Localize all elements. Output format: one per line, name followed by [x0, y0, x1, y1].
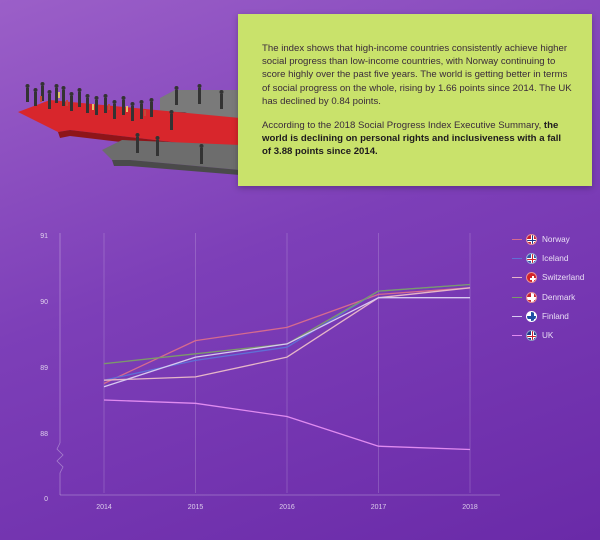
iceland-flag-icon: [526, 253, 537, 265]
hero-illustration: [0, 0, 600, 210]
callout-paragraph-2-highlight: the world is declining on personal right…: [262, 120, 562, 158]
legend-label-denmark: Denmark: [542, 292, 576, 302]
x-tick-label-2016: 2016: [279, 504, 295, 511]
legend-label-norway: Norway: [542, 235, 570, 245]
x-axis: 2014 2015 2016 2017 2018: [60, 494, 500, 511]
y-tick-label-0: 0: [44, 496, 48, 503]
y-tick-label-88: 88: [40, 431, 48, 438]
legend-item-uk: UK: [512, 326, 600, 345]
series-line-switzerland: [103, 287, 471, 381]
legend-label-switzerland: Switzerland: [542, 273, 585, 283]
legend-item-denmark: Denmark: [512, 288, 600, 307]
x-tick-label-2017: 2017: [371, 504, 387, 511]
series-line-uk: [103, 399, 471, 451]
callout-paragraph-2: According to the 2018 Social Progress In…: [262, 119, 572, 159]
red-arrow: [18, 100, 240, 150]
crowd-people: [25, 82, 224, 164]
uk-flag-icon: [526, 330, 537, 342]
chart-legend: Norway Iceland Switzerland Denmark Finland UK: [512, 230, 600, 345]
series-line-norway: [103, 287, 471, 385]
finland-flag-icon: [526, 310, 537, 322]
legend-swatch-finland: [512, 315, 522, 317]
chart-series: [103, 283, 471, 451]
y-tick-label-91: 91: [40, 233, 48, 240]
legend-label-finland: Finland: [542, 311, 569, 321]
arrows-crowd-illustration: [18, 82, 240, 175]
chart-grid: [103, 233, 471, 493]
x-tick-label-2018: 2018: [462, 504, 478, 511]
switzerland-flag-icon: [526, 272, 537, 284]
legend-swatch-norway: [512, 239, 522, 241]
denmark-flag-icon: [526, 291, 537, 303]
y-axis: 91 90 89 88 0: [40, 233, 64, 503]
x-tick-label-2014: 2014: [96, 504, 112, 511]
legend-label-iceland: Iceland: [542, 254, 569, 264]
legend-swatch-uk: [512, 335, 522, 337]
norway-flag-icon: [526, 234, 537, 246]
legend-item-iceland: Iceland: [512, 249, 600, 268]
y-tick-label-90: 90: [40, 299, 48, 306]
callout-paragraph-1: The index shows that high-income countri…: [262, 43, 572, 107]
legend-item-norway: Norway: [512, 230, 600, 249]
y-axis-break: [56, 442, 64, 495]
legend-swatch-iceland: [512, 258, 522, 260]
legend-swatch-denmark: [512, 296, 522, 298]
x-tick-label-2015: 2015: [188, 504, 204, 511]
legend-swatch-switzerland: [512, 277, 522, 279]
summary-callout: The index shows that high-income countri…: [238, 14, 592, 186]
series-line-finland: [103, 297, 470, 388]
legend-label-uk: UK: [542, 331, 554, 341]
callout-paragraph-2-intro: According to the 2018 Social Progress In…: [262, 120, 542, 132]
legend-item-finland: Finland: [512, 307, 600, 326]
line-chart: 91 90 89 88 0 2014 2015 2016 2017 2018: [40, 233, 500, 511]
y-tick-label-89: 89: [40, 365, 48, 372]
legend-item-switzerland: Switzerland: [512, 268, 600, 287]
